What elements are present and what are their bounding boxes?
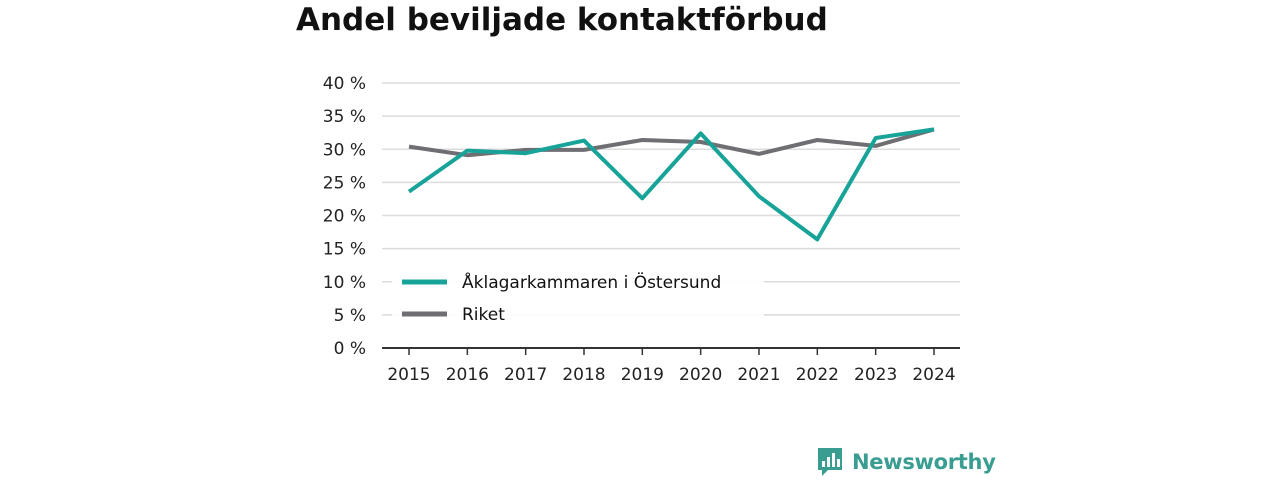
bar-chart-speech-icon [818, 448, 842, 476]
y-tick-label: 40 % [323, 74, 366, 94]
x-axis-labels: 2015 2016 2017 2018 2019 2020 2021 2022 2023 2024 [387, 365, 955, 385]
y-tick-label: 15 % [323, 240, 366, 260]
x-tick-label: 2021 [737, 365, 780, 385]
y-axis-labels: 0 % 5 % 10 % 15 % 20 % 25 % 30 % 35 % 40 % [323, 74, 366, 359]
brand-name: Newsworthy [852, 450, 996, 474]
y-tick-label: 10 % [323, 273, 366, 293]
y-tick-label: 20 % [323, 207, 366, 227]
y-tick-label: 5 % [334, 306, 366, 326]
x-tick-label: 2015 [387, 365, 430, 385]
line-chart: 0 %5 %10 %15 %20 %25 %30 %35 %40 % 2015 2… [323, 74, 960, 385]
x-tick-label: 2023 [854, 365, 897, 385]
y-tick-label: 30 % [323, 140, 366, 160]
x-tick-label: 2024 [912, 365, 955, 385]
x-axis [382, 347, 960, 355]
x-tick-label: 2019 [621, 365, 664, 385]
series-lines [407, 127, 935, 242]
brand-logo: Newsworthy [816, 446, 996, 478]
x-tick-label: 2022 [796, 365, 839, 385]
y-tick-label: 0 % [334, 339, 366, 359]
x-tick-label: 2017 [504, 365, 547, 385]
x-tick-label: 2018 [562, 365, 605, 385]
legend-label: Åklagarkammaren i Östersund [462, 271, 721, 293]
x-tick-label: 2020 [679, 365, 722, 385]
y-tick-label: 35 % [323, 107, 366, 127]
y-tick-label: 25 % [323, 173, 366, 193]
series-line [407, 127, 935, 242]
x-tick-label: 2016 [446, 365, 489, 385]
legend: Åklagarkammaren i Östersund Riket [392, 262, 764, 328]
chart-title: Andel beviljade kontaktförbud [296, 2, 828, 38]
legend-label: Riket [462, 305, 505, 325]
legend-background [392, 262, 764, 328]
